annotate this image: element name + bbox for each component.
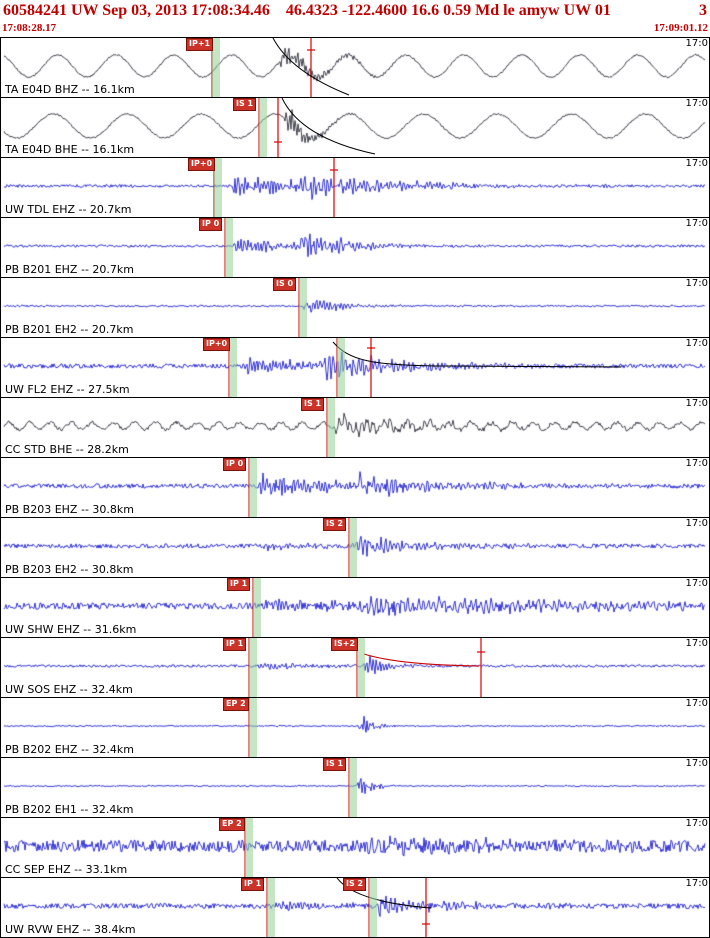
panel-time-label: 17:0 (684, 518, 709, 529)
pick-flag[interactable]: IP+1 (186, 38, 214, 51)
pick-band (357, 638, 365, 697)
waveform-canvas[interactable] (1, 818, 709, 877)
waveform-canvas[interactable] (1, 458, 709, 517)
pick-band (327, 398, 335, 457)
pick-flag[interactable]: IP 0 (199, 218, 223, 231)
trace-panel[interactable]: TA E04D BHZ -- 16.1km 17:0 IP+1 (0, 37, 710, 98)
event-header: 60584241 UW Sep 03, 2013 17:08:34.46 46.… (0, 0, 710, 22)
pick-band (259, 98, 267, 157)
pick-flag[interactable]: IS 0 (273, 278, 297, 291)
panel-time-label: 17:0 (684, 878, 709, 889)
panel-time-label: 17:0 (684, 698, 709, 709)
pick-band (349, 518, 357, 577)
pick-band (349, 758, 357, 817)
pick-band (229, 338, 237, 397)
window-end-time: 17:09:01.12 (653, 22, 708, 34)
station-label: UW FL2 EHZ -- 27.5km (5, 383, 130, 396)
trace-panel[interactable]: CC SEP EHZ -- 33.1km 17:0 EP 2 (0, 817, 710, 878)
trace-panel[interactable]: UW RVW EHZ -- 38.4km 17:0 IP 1 IS 2 (0, 877, 710, 938)
station-label: UW SHW EHZ -- 31.6km (5, 623, 137, 636)
pick-flag[interactable]: IP 1 (223, 638, 247, 651)
pick-flag[interactable]: IS 1 (323, 758, 347, 771)
pick-band (225, 218, 233, 277)
trace-list: TA E04D BHZ -- 16.1km 17:0 IP+1 TA E04D … (0, 37, 710, 938)
trace-panel[interactable]: PB B202 EHZ -- 32.4km 17:0 EP 2 (0, 697, 710, 758)
trace-panel[interactable]: UW TDL EHZ -- 20.7km 17:0 IP+0 (0, 157, 710, 218)
panel-time-label: 17:0 (684, 38, 709, 49)
pick-band (245, 818, 253, 877)
waveform-canvas[interactable] (1, 578, 709, 637)
pick-band (337, 338, 345, 397)
pick-flag[interactable]: IP 1 (227, 578, 251, 591)
trace-panel[interactable]: TA E04D BHE -- 16.1km 17:0 IS 1 (0, 97, 710, 158)
pick-flag[interactable]: IP+0 (203, 338, 231, 351)
waveform-canvas[interactable] (1, 398, 709, 457)
pick-flag[interactable]: EP 2 (223, 698, 249, 711)
pick-band (249, 458, 257, 517)
trace-panel[interactable]: PB B202 EH1 -- 32.4km 17:0 IS 1 (0, 757, 710, 818)
pick-band (249, 698, 257, 757)
panel-time-label: 17:0 (684, 638, 709, 649)
pick-band (299, 278, 307, 337)
station-label: UW SOS EHZ -- 32.4km (5, 683, 133, 696)
station-label: UW TDL EHZ -- 20.7km (5, 203, 132, 216)
pick-flag[interactable]: IP 1 (241, 878, 265, 891)
station-label: PB B201 EHZ -- 20.7km (5, 263, 134, 276)
trace-panel[interactable]: PB B201 EH2 -- 20.7km 17:0 IS 0 (0, 277, 710, 338)
trace-panel[interactable]: UW SHW EHZ -- 31.6km 17:0 IP 1 (0, 577, 710, 638)
pick-flag[interactable]: IS+2 (331, 638, 359, 651)
waveform-canvas[interactable] (1, 158, 709, 217)
station-label: CC STD BHE -- 28.2km (5, 443, 129, 456)
panel-time-label: 17:0 (684, 218, 709, 229)
trace-panel[interactable]: UW SOS EHZ -- 32.4km 17:0 IP 1 IS+2 (0, 637, 710, 698)
pick-band (214, 158, 222, 217)
trace-panel[interactable]: UW FL2 EHZ -- 27.5km 17:0 IP+0 (0, 337, 710, 398)
pick-flag[interactable]: IS 1 (301, 398, 325, 411)
event-summary: 60584241 UW Sep 03, 2013 17:08:34.46 46.… (3, 2, 611, 19)
pick-flag[interactable]: IP 0 (223, 458, 247, 471)
station-label: PB B202 EH1 -- 32.4km (5, 803, 134, 816)
station-label: PB B203 EH2 -- 30.8km (5, 563, 134, 576)
pick-flag[interactable]: IS 2 (343, 878, 367, 891)
waveform-canvas[interactable] (1, 218, 709, 277)
pick-band (369, 878, 377, 937)
station-label: PB B201 EH2 -- 20.7km (5, 323, 134, 336)
trace-panel[interactable]: CC STD BHE -- 28.2km 17:0 IS 1 (0, 397, 710, 458)
window-start-time: 17:08:28.17 (2, 22, 57, 34)
panel-time-label: 17:0 (684, 398, 709, 409)
time-range-bar: 17:08:28.17 17:09:01.12 (0, 22, 710, 37)
pick-band (212, 38, 220, 97)
station-label: TA E04D BHZ -- 16.1km (5, 83, 135, 96)
pick-band (249, 638, 257, 697)
panel-time-label: 17:0 (684, 278, 709, 289)
panel-time-label: 17:0 (684, 98, 709, 109)
panel-time-label: 17:0 (684, 338, 709, 349)
panel-time-label: 17:0 (684, 758, 709, 769)
trace-panel[interactable]: PB B203 EH2 -- 30.8km 17:0 IS 2 (0, 517, 710, 578)
station-label: UW RVW EHZ -- 38.4km (5, 923, 136, 936)
waveform-canvas[interactable] (1, 698, 709, 757)
pick-flag[interactable]: IS 2 (323, 518, 347, 531)
station-label: PB B202 EHZ -- 32.4km (5, 743, 134, 756)
station-label: CC SEP EHZ -- 33.1km (5, 863, 128, 876)
pick-flag[interactable]: IP+0 (188, 158, 216, 171)
event-version: 3 (699, 2, 707, 19)
waveform-canvas[interactable] (1, 278, 709, 337)
pick-band (267, 878, 275, 937)
trace-panel[interactable]: PB B201 EHZ -- 20.7km 17:0 IP 0 (0, 217, 710, 278)
pick-flag[interactable]: EP 2 (219, 818, 245, 831)
pick-flag[interactable]: IS 1 (233, 98, 257, 111)
panel-time-label: 17:0 (684, 578, 709, 589)
panel-time-label: 17:0 (684, 818, 709, 829)
station-label: PB B203 EHZ -- 30.8km (5, 503, 134, 516)
panel-time-label: 17:0 (684, 158, 709, 169)
waveform-canvas[interactable] (1, 38, 709, 97)
pick-band (253, 578, 261, 637)
station-label: TA E04D BHE -- 16.1km (5, 143, 135, 156)
panel-time-label: 17:0 (684, 458, 709, 469)
trace-panel[interactable]: PB B203 EHZ -- 30.8km 17:0 IP 0 (0, 457, 710, 518)
